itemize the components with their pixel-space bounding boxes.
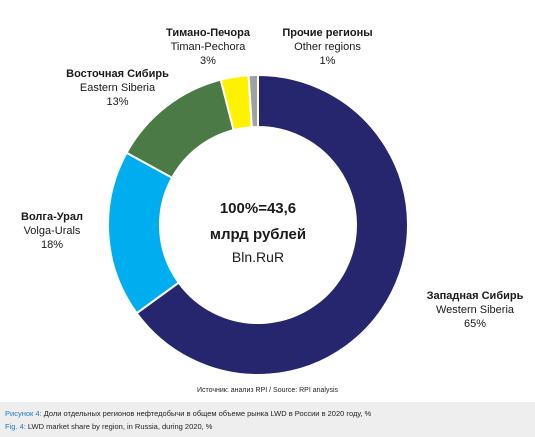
caption-en-text: LWD market share by region, in Russia, d…: [25, 422, 213, 431]
caption-en: Fig. 4: LWD market share by region, in R…: [5, 422, 212, 431]
label-en: Western Siberia: [435, 304, 515, 316]
label-en: Timan-Pechora: [170, 41, 246, 53]
label-ru: Восточная Сибирь: [66, 68, 169, 80]
center-total: 100%=43,6: [219, 200, 297, 217]
label-ru: Тимано-Печора: [166, 27, 250, 39]
slice-other-regions: [247, 73, 259, 129]
label-ru: Волга-Урал: [21, 211, 83, 223]
caption-ru: Рисунок 4: Доли отдельных регионов нефте…: [5, 409, 371, 418]
label-percent: 18%: [40, 239, 64, 251]
label-western-siberia: Западная Сибирь Western Siberia 65%: [415, 289, 535, 331]
label-en: Volga-Urals: [23, 225, 81, 237]
label-other-regions: Прочие регионы Other regions 1%: [270, 26, 385, 68]
label-percent: 65%: [463, 318, 487, 330]
label-percent: 13%: [106, 96, 129, 108]
slice-western-siberia: [135, 73, 409, 376]
caption-ru-prefix: Рисунок 4:: [5, 409, 42, 418]
label-volga-urals: Волга-Урал Volga-Urals 18%: [12, 210, 92, 252]
center-unit-en: Bln.RuR: [231, 249, 285, 265]
label-en: Other regions: [294, 41, 361, 53]
label-ru: Западная Сибирь: [426, 290, 524, 302]
caption-en-prefix: Fig. 4:: [5, 422, 26, 431]
source-note: Источник: анализ RPI / Source: RPI analy…: [196, 387, 339, 394]
figure-captions: Рисунок 4: Доли отдельных регионов нефте…: [0, 402, 535, 437]
label-percent: 1%: [319, 55, 336, 67]
label-ru: Прочие регионы: [282, 27, 373, 39]
caption-ru-text: Доли отдельных регионов нефтедобычи в об…: [41, 409, 372, 418]
donut-chart: [107, 73, 409, 376]
label-timan-pechora: Тимано-Печора Timan-Pechora 3%: [158, 26, 258, 68]
label-eastern-siberia: Восточная Сибирь Eastern Siberia 13%: [55, 67, 180, 109]
slice-volga-urals: [107, 151, 181, 315]
label-percent: 3%: [200, 55, 216, 67]
label-en: Eastern Siberia: [79, 82, 156, 94]
center-unit-ru: млрд рублей: [209, 226, 307, 243]
